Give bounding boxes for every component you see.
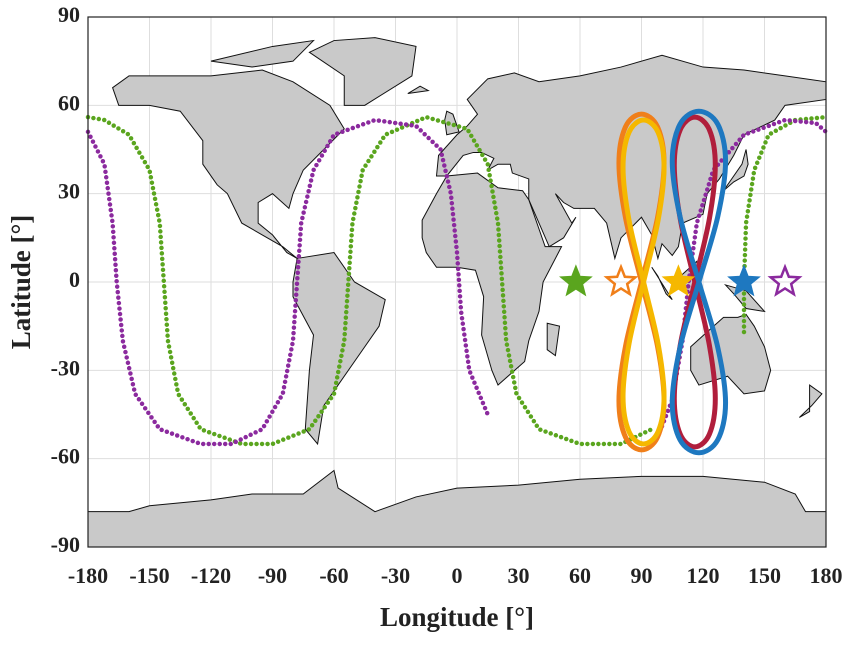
x-tick-label: 60 — [569, 563, 591, 588]
y-tick-label: 30 — [58, 179, 80, 204]
x-axis-label: Longitude [°] — [380, 602, 534, 632]
world-map — [88, 38, 826, 547]
y-tick-label: -30 — [51, 355, 80, 380]
land — [88, 470, 826, 547]
x-tick-label: -60 — [319, 563, 348, 588]
y-axis-label: Latitude [°] — [6, 215, 36, 350]
x-tick-label: -120 — [191, 563, 231, 588]
land — [113, 70, 345, 258]
land — [652, 267, 673, 299]
star-marker — [661, 264, 696, 297]
star-marker — [559, 264, 593, 297]
x-tick-label: -180 — [68, 563, 108, 588]
land — [691, 314, 771, 393]
land — [437, 55, 827, 258]
x-tick-label: 120 — [687, 563, 720, 588]
star-marker — [767, 263, 803, 297]
y-tick-label: 0 — [69, 267, 80, 292]
y-tick-label: -90 — [51, 532, 80, 557]
x-tick-label: 0 — [452, 563, 463, 588]
star-marker — [727, 264, 761, 297]
x-tick-label: -90 — [258, 563, 287, 588]
y-tick-label: 90 — [58, 2, 80, 27]
land — [724, 149, 749, 190]
x-tick-label: 180 — [810, 563, 843, 588]
x-tick-label: -30 — [381, 563, 410, 588]
plot-frame — [87, 16, 827, 548]
land — [547, 323, 559, 355]
ground-track — [620, 117, 667, 447]
x-tick-label: 90 — [631, 563, 653, 588]
y-tick-label: -60 — [51, 444, 80, 469]
land — [408, 86, 429, 93]
x-tick-label: -150 — [129, 563, 169, 588]
land — [211, 41, 314, 67]
tracks — [85, 108, 829, 456]
y-tick-label: 60 — [58, 90, 80, 115]
x-tick-label: 150 — [748, 563, 781, 588]
ground-track — [671, 114, 718, 450]
land — [422, 173, 561, 385]
land — [309, 38, 416, 106]
x-tick-label: 30 — [508, 563, 530, 588]
star-marker — [603, 263, 639, 297]
ground-track — [669, 108, 729, 456]
land — [799, 385, 822, 417]
